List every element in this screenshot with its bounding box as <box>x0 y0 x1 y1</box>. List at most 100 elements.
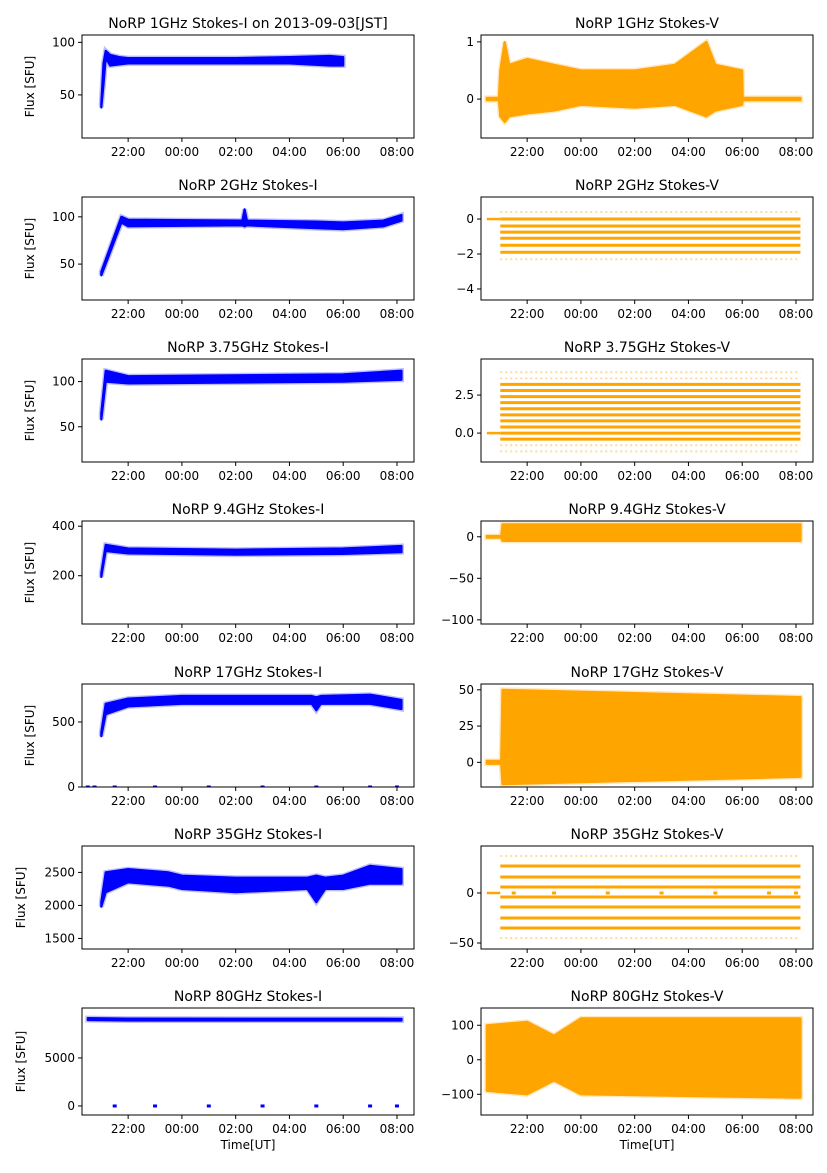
subplot-7: 22:00 00:00 02:00 04:00 06:00 08:00 200 400 NoRP… <box>23 502 415 645</box>
data-series <box>485 1017 802 1099</box>
y-tick-label: 0 <box>466 212 474 226</box>
plot-area <box>484 521 803 544</box>
data-series <box>485 40 802 124</box>
subplot-9: 22:00 00:00 02:00 04:00 06:00 08:00 0 500 NoRP 1… <box>23 665 415 808</box>
axes-frame <box>480 196 814 301</box>
axes-frame <box>81 1007 415 1116</box>
data-scatter-halo <box>98 367 404 420</box>
subplot-5: 22:00 00:00 02:00 04:00 06:00 08:00 50 100 NoRP … <box>23 340 415 483</box>
subplot-6: 22:00 00:00 02:00 04:00 06:00 08:00 0.0 2.5 NoRP… <box>455 340 814 483</box>
x-tick-label: 22:00 <box>510 794 545 808</box>
x-tick-label: 02:00 <box>617 631 652 645</box>
y-axis-label: Flux [SFU] <box>23 218 37 279</box>
axes-frame <box>81 845 415 950</box>
subplot-title: NoRP 3.75GHz Stokes-I <box>167 340 329 356</box>
y-tick-label: −50 <box>449 936 474 950</box>
zero-marker <box>511 891 516 895</box>
x-tick-label: 06:00 <box>326 145 361 159</box>
x-tick-label: 06:00 <box>326 794 361 808</box>
x-tick-label: 02:00 <box>218 307 253 321</box>
axes-frame <box>480 683 814 788</box>
data-scatter-halo <box>98 208 404 277</box>
x-tick-label: 04:00 <box>671 469 706 483</box>
axes-frame <box>480 34 814 139</box>
x-tick-label: 06:00 <box>725 956 760 970</box>
data-scatter-halo <box>484 521 803 544</box>
x-tick-label: 06:00 <box>725 1122 760 1136</box>
y-axis-label: Flux [SFU] <box>23 542 37 603</box>
x-tick-label: 22:00 <box>111 307 146 321</box>
subplot-title: NoRP 80GHz Stokes-V <box>571 989 724 1005</box>
y-tick-label: −2 <box>456 247 474 261</box>
x-tick-label: 00:00 <box>165 956 200 970</box>
zero-marker <box>153 1104 158 1108</box>
subplot-13: 22:00 00:00 02:00 04:00 06:00 08:00 0 5000 NoRP … <box>14 989 415 1152</box>
axes-frame <box>81 358 415 463</box>
data-series <box>485 523 802 543</box>
zero-marker <box>659 891 664 895</box>
subplot-title: NoRP 35GHz Stokes-I <box>174 827 322 843</box>
x-tick-label: 00:00 <box>165 1122 200 1136</box>
y-tick-label: 50 <box>60 257 75 271</box>
plot-area <box>85 1015 404 1108</box>
x-tick-label: 08:00 <box>779 631 814 645</box>
y-tick-label: 0 <box>466 755 474 769</box>
zero-marker <box>314 1104 319 1108</box>
y-tick-label: 1 <box>466 35 474 49</box>
x-axis-label: Time[UT] <box>619 1138 675 1152</box>
subplot-title: NoRP 2GHz Stokes-V <box>575 178 719 194</box>
subplot-10: 22:00 00:00 02:00 04:00 06:00 08:00 0 25 50 NoRP … <box>459 665 814 808</box>
subplot-2: 22:00 00:00 02:00 04:00 06:00 08:00 0 1 NoRP 1GH… <box>466 16 814 159</box>
data-series <box>100 369 403 421</box>
subplot-1: 22:00 00:00 02:00 04:00 06:00 08:00 50 100 NoRP … <box>23 16 415 159</box>
x-tick-label: 22:00 <box>111 469 146 483</box>
data-series <box>485 688 802 786</box>
data-series <box>100 208 403 277</box>
y-tick-label: 100 <box>52 210 75 224</box>
y-tick-label: 25 <box>459 719 474 733</box>
x-tick-label: 02:00 <box>218 794 253 808</box>
x-tick-label: 22:00 <box>111 145 146 159</box>
x-tick-label: 06:00 <box>725 307 760 321</box>
subplot-title: NoRP 1GHz Stokes-I on 2013-09-03[JST] <box>108 16 388 32</box>
x-tick-label: 08:00 <box>380 307 415 321</box>
plot-area <box>98 541 404 579</box>
y-tick-label: 100 <box>52 375 75 389</box>
x-tick-label: 00:00 <box>564 794 599 808</box>
plot-area <box>98 367 404 421</box>
x-tick-label: 02:00 <box>218 469 253 483</box>
y-tick-label: 0 <box>466 92 474 106</box>
y-tick-label: 400 <box>52 519 75 533</box>
y-tick-label: −4 <box>456 282 474 296</box>
y-axis-label: Flux [SFU] <box>23 56 37 117</box>
subplot-title: NoRP 9.4GHz Stokes-I <box>172 502 325 518</box>
x-tick-label: 04:00 <box>671 631 706 645</box>
zero-marker <box>552 891 557 895</box>
y-tick-label: 0 <box>67 1099 75 1113</box>
y-tick-label: −100 <box>441 1087 474 1101</box>
x-tick-label: 02:00 <box>617 145 652 159</box>
data-scatter-halo <box>484 1015 803 1101</box>
x-tick-label: 02:00 <box>218 956 253 970</box>
plot-area <box>98 45 346 109</box>
x-tick-label: 04:00 <box>671 307 706 321</box>
plot-area <box>98 863 404 908</box>
y-tick-label: 0 <box>466 886 474 900</box>
subplot-11: 22:00 00:00 02:00 04:00 06:00 08:00 1500 2000 25… <box>14 827 415 970</box>
x-tick-label: 22:00 <box>510 145 545 159</box>
y-tick-label: 500 <box>52 715 75 729</box>
data-scatter-halo <box>98 45 346 108</box>
zero-marker <box>260 1104 265 1108</box>
x-tick-label: 08:00 <box>380 145 415 159</box>
zero-marker <box>713 891 718 895</box>
x-tick-label: 08:00 <box>779 145 814 159</box>
x-tick-label: 04:00 <box>671 145 706 159</box>
x-tick-label: 06:00 <box>725 631 760 645</box>
plot-area <box>85 692 404 787</box>
y-axis-label: Flux [SFU] <box>23 380 37 441</box>
x-tick-label: 00:00 <box>165 469 200 483</box>
y-tick-label: −100 <box>441 613 474 627</box>
axes-frame <box>480 845 814 950</box>
subplot-title: NoRP 3.75GHz Stokes-V <box>564 340 731 356</box>
